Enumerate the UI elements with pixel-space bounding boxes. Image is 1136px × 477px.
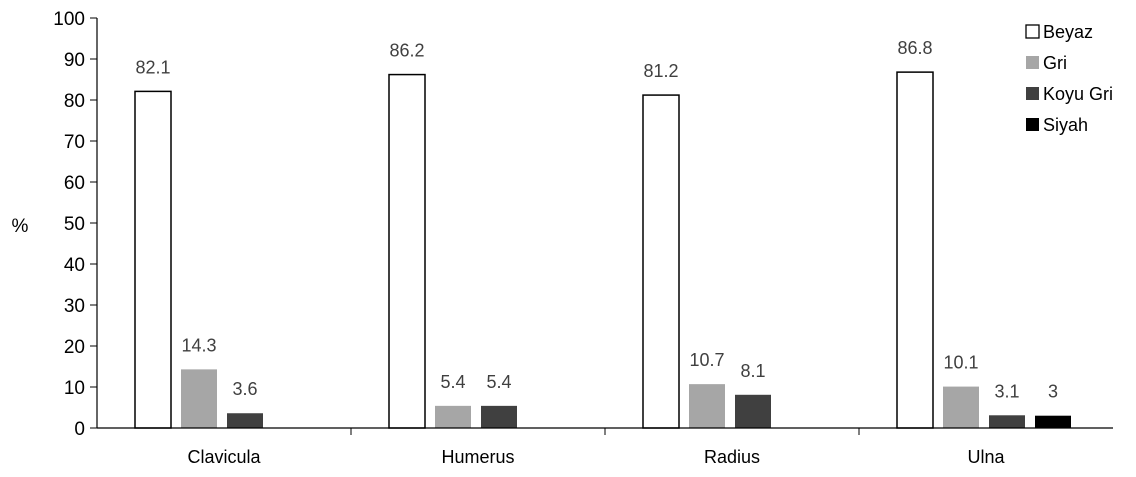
legend-swatch (1026, 118, 1039, 131)
category-labels: Clavicula Humerus Radius Ulna (187, 447, 1005, 467)
data-label: 3.6 (232, 379, 257, 399)
data-label: 3.1 (994, 381, 1019, 401)
category-label: Clavicula (187, 447, 261, 467)
data-label: 14.3 (181, 335, 216, 355)
bar-beyaz (388, 73, 426, 429)
y-tick-label: 100 (53, 9, 85, 30)
bar-marks (134, 71, 1071, 429)
bar-gri (689, 384, 725, 428)
bar-gri (181, 369, 217, 428)
bar-koyu-gri (989, 415, 1025, 428)
data-label: 5.4 (486, 372, 511, 392)
data-label: 10.1 (943, 353, 978, 373)
y-tick-label: 20 (64, 337, 85, 358)
y-tick-label: 40 (64, 255, 85, 276)
data-label: 81.2 (643, 61, 678, 81)
legend: Beyaz Gri Koyu Gri Siyah (1025, 22, 1113, 135)
data-label: 3 (1048, 382, 1058, 402)
legend-label: Siyah (1043, 115, 1088, 135)
category-label: Radius (704, 447, 760, 467)
bar-beyaz (642, 94, 680, 429)
y-tick-label: 50 (64, 214, 85, 235)
y-tick-label: 30 (64, 296, 85, 317)
data-labels: 82.1 14.3 3.6 86.2 5.4 5.4 81.2 10.7 8.1 86.8 10.1… (135, 38, 1058, 402)
legend-swatch (1026, 87, 1039, 100)
category-label: Ulna (967, 447, 1005, 467)
axes (96, 18, 1113, 435)
bar-beyaz (896, 71, 934, 429)
y-axis-ticks: 0 10 20 30 40 50 60 70 80 90 100 (53, 9, 97, 440)
y-tick-label: 10 (64, 378, 85, 399)
y-tick-label: 70 (64, 132, 85, 153)
data-label: 86.2 (389, 41, 424, 61)
data-label: 82.1 (135, 57, 170, 77)
bar-koyu-gri (735, 394, 771, 428)
legend-label: Gri (1043, 53, 1067, 73)
data-label: 5.4 (440, 372, 465, 392)
category-label: Humerus (441, 447, 514, 467)
bar-siyah (1035, 415, 1071, 428)
y-axis-title: % (12, 216, 29, 237)
bar-gri (435, 405, 471, 428)
legend-swatch (1025, 24, 1040, 39)
bar-gri (943, 386, 979, 428)
legend-label: Beyaz (1043, 22, 1093, 42)
y-tick-label: 60 (64, 173, 85, 194)
legend-label: Koyu Gri (1043, 84, 1113, 104)
data-label: 8.1 (740, 361, 765, 381)
y-tick-label: 0 (74, 419, 85, 440)
bar-koyu-gri (227, 413, 263, 428)
legend-swatch (1026, 56, 1039, 69)
bar-beyaz (134, 90, 172, 429)
y-tick-label: 80 (64, 91, 85, 112)
data-label: 10.7 (689, 350, 724, 370)
y-tick-label: 90 (64, 50, 85, 71)
bar-koyu-gri (481, 405, 517, 428)
data-label: 86.8 (897, 38, 932, 58)
